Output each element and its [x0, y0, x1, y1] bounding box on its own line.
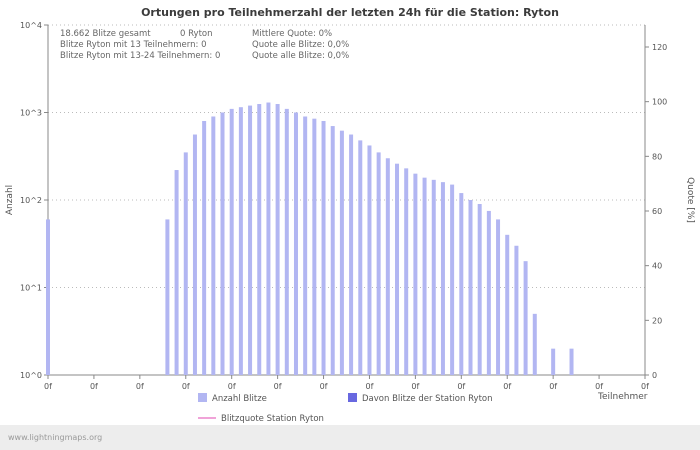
bar — [514, 245, 519, 375]
x-tick-label: 0f — [228, 382, 236, 391]
bar — [358, 140, 363, 375]
bar — [413, 173, 418, 375]
bar — [202, 120, 207, 375]
stats-row: Blitze Ryton mit 13-24 Teilnehmern: 0 Qu… — [60, 51, 480, 62]
y-right-tick-label: 120 — [652, 43, 667, 52]
y-axis-right-label: Quote [%] — [685, 177, 695, 223]
bar — [551, 348, 556, 375]
legend-label: Davon Blitze der Station Ryton — [362, 394, 493, 404]
y-right-tick-label: 40 — [652, 262, 662, 271]
legend-item-station-blitze: Davon Blitze der Station Ryton — [348, 393, 493, 404]
y-left-tick-label: 10^3 — [20, 109, 42, 118]
y-left-tick-label: 10^0 — [20, 371, 42, 380]
y-right-tick-label: 80 — [652, 152, 662, 161]
bar — [349, 134, 354, 375]
bar — [229, 108, 234, 375]
footer-bar: www.lightningmaps.org — [0, 425, 700, 450]
bar — [385, 158, 390, 375]
x-tick-label: 0f — [595, 382, 603, 391]
legend-swatch-anzahl-blitze — [198, 393, 207, 402]
y-left-tick-label: 10^4 — [20, 21, 42, 30]
stat-blitze-13: Blitze Ryton mit 13 Teilnehmern: 0 — [60, 40, 207, 50]
y-right-tick-label: 100 — [652, 98, 667, 107]
legend-swatch-station-blitze — [348, 393, 357, 402]
bar — [257, 104, 262, 375]
bar — [321, 120, 326, 375]
legend-label: Anzahl Blitze — [212, 394, 267, 404]
bar — [330, 126, 335, 375]
bar — [312, 118, 317, 375]
bar — [293, 112, 298, 375]
bar — [496, 219, 501, 375]
stat-quote-13-24: Quote alle Blitze: 0,0% — [252, 51, 350, 61]
stats-annotation: 18.662 Blitze gesamt 0 Ryton Mittlere Qu… — [60, 29, 480, 62]
bar — [174, 170, 179, 375]
bar — [431, 179, 436, 375]
stats-row: Blitze Ryton mit 13 Teilnehmern: 0 Quote… — [60, 40, 480, 51]
chart-title: Ortungen pro Teilnehmerzahl der letzten … — [141, 6, 559, 19]
bar — [404, 168, 409, 375]
bar — [266, 102, 271, 375]
x-tick-label: 0f — [411, 382, 419, 391]
x-tick-label: 0f — [136, 382, 144, 391]
x-tick-label: 0f — [44, 382, 52, 391]
bar — [422, 177, 427, 375]
bar — [468, 200, 473, 375]
bar — [532, 313, 537, 375]
stat-quote-13: Quote alle Blitze: 0,0% — [252, 40, 350, 50]
legend-item-blitzquote: Blitzquote Station Ryton — [198, 414, 324, 424]
bar — [569, 348, 574, 375]
stat-blitze-13-24: Blitze Ryton mit 13-24 Teilnehmern: 0 — [60, 51, 221, 61]
x-tick-label: 0f — [641, 382, 649, 391]
bar — [46, 219, 50, 375]
footer-link[interactable]: www.lightningmaps.org — [8, 433, 103, 442]
bar — [165, 219, 170, 375]
y-left-tick-label: 10^2 — [20, 196, 42, 205]
bar — [450, 184, 455, 375]
bar — [284, 108, 289, 375]
bar — [395, 163, 400, 375]
x-tick-label: 0f — [182, 382, 190, 391]
bar — [505, 234, 510, 375]
bar — [459, 193, 464, 375]
bar — [275, 104, 280, 375]
stat-mean-quote: Mittlere Quote: 0% — [252, 29, 333, 39]
bar — [220, 112, 225, 375]
x-tick-label: 0f — [366, 382, 374, 391]
legend-label: Blitzquote Station Ryton — [221, 414, 324, 424]
stat-total-blitze: 18.662 Blitze gesamt — [60, 29, 151, 39]
stat-station-count: 0 Ryton — [180, 29, 213, 39]
bar — [211, 116, 216, 375]
y-left-tick-label: 10^1 — [20, 284, 42, 293]
legend-swatch-blitzquote — [198, 417, 216, 419]
bar — [477, 204, 482, 375]
stats-row: 18.662 Blitze gesamt 0 Ryton Mittlere Qu… — [60, 29, 480, 40]
y-right-tick-label: 0 — [652, 371, 657, 380]
x-tick-label: 0f — [274, 382, 282, 391]
legend-item-anzahl-blitze: Anzahl Blitze — [198, 393, 267, 404]
bar — [486, 210, 491, 375]
bar — [367, 145, 372, 375]
x-tick-label: 0f — [549, 382, 557, 391]
y-right-tick-label: 60 — [652, 207, 662, 216]
x-axis-label: Teilnehmer — [598, 392, 648, 402]
x-tick-label: 0f — [320, 382, 328, 391]
bar — [248, 105, 253, 375]
bar — [523, 261, 528, 375]
x-tick-label: 0f — [90, 382, 98, 391]
bar — [376, 152, 381, 375]
x-tick-label: 0f — [457, 382, 465, 391]
y-axis-left-label: Anzahl — [5, 184, 15, 216]
bar — [192, 134, 197, 375]
bar — [303, 116, 308, 375]
x-tick-label: 0f — [503, 382, 511, 391]
y-right-tick-label: 20 — [652, 316, 662, 325]
bar — [238, 107, 243, 376]
bar — [440, 182, 445, 375]
bar — [339, 130, 344, 375]
bar — [183, 152, 188, 375]
